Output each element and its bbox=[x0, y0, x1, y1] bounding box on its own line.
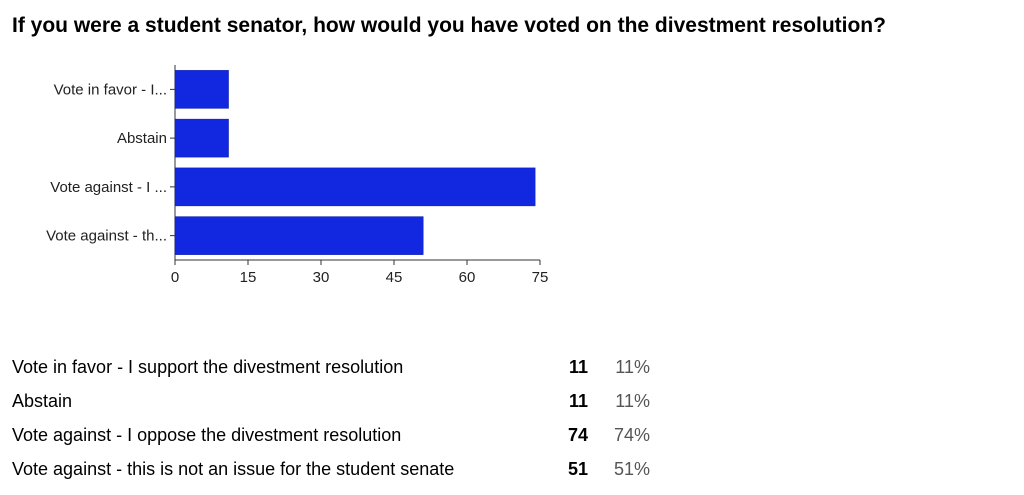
summary-row: Vote against - this is not an issue for … bbox=[12, 452, 650, 486]
summary-percent: 11% bbox=[615, 356, 650, 377]
category-label: Vote in favor - I... bbox=[54, 81, 167, 98]
bar-chart: Vote in favor - I... Abstain Vote against … bbox=[46, 65, 549, 286]
x-tick-label: 60 bbox=[459, 269, 476, 286]
summary-count: 11 bbox=[568, 356, 588, 377]
category-label: Vote against - I ... bbox=[50, 179, 167, 196]
x-tick-label: 0 bbox=[171, 269, 179, 286]
category-label: Abstain bbox=[117, 130, 167, 147]
summary-row: Vote in favor - I support the divestment… bbox=[12, 350, 650, 384]
bar bbox=[174, 216, 424, 255]
summary-label: Abstain bbox=[12, 390, 73, 411]
summary-percent: 51% bbox=[613, 458, 650, 479]
category-label: Vote against - th... bbox=[46, 228, 167, 245]
summary-label: Vote in favor - I support the divestment… bbox=[12, 356, 404, 377]
summary-label: Vote against - I oppose the divestment r… bbox=[12, 424, 402, 445]
x-tick-label: 75 bbox=[532, 269, 549, 286]
summary-count: 51 bbox=[567, 458, 588, 479]
summary-count: 74 bbox=[567, 424, 588, 445]
bar bbox=[174, 70, 229, 109]
bar bbox=[174, 167, 536, 207]
x-tick-label: 30 bbox=[313, 269, 330, 286]
summary-row: Vote against - I oppose the divestment r… bbox=[12, 418, 650, 452]
x-tick-label: 15 bbox=[240, 269, 257, 286]
summary-label: Vote against - this is not an issue for … bbox=[12, 458, 455, 479]
summary-row: Abstain 11 11% bbox=[12, 384, 650, 418]
bar bbox=[174, 118, 229, 158]
summary-table: Vote in favor - I support the divestment… bbox=[12, 350, 650, 486]
summary-percent: 74% bbox=[613, 424, 650, 445]
summary-count: 11 bbox=[568, 390, 588, 411]
summary-percent: 11% bbox=[615, 390, 650, 411]
x-tick-label: 45 bbox=[386, 269, 403, 286]
chart-title: If you were a student senator, how would… bbox=[12, 14, 886, 37]
